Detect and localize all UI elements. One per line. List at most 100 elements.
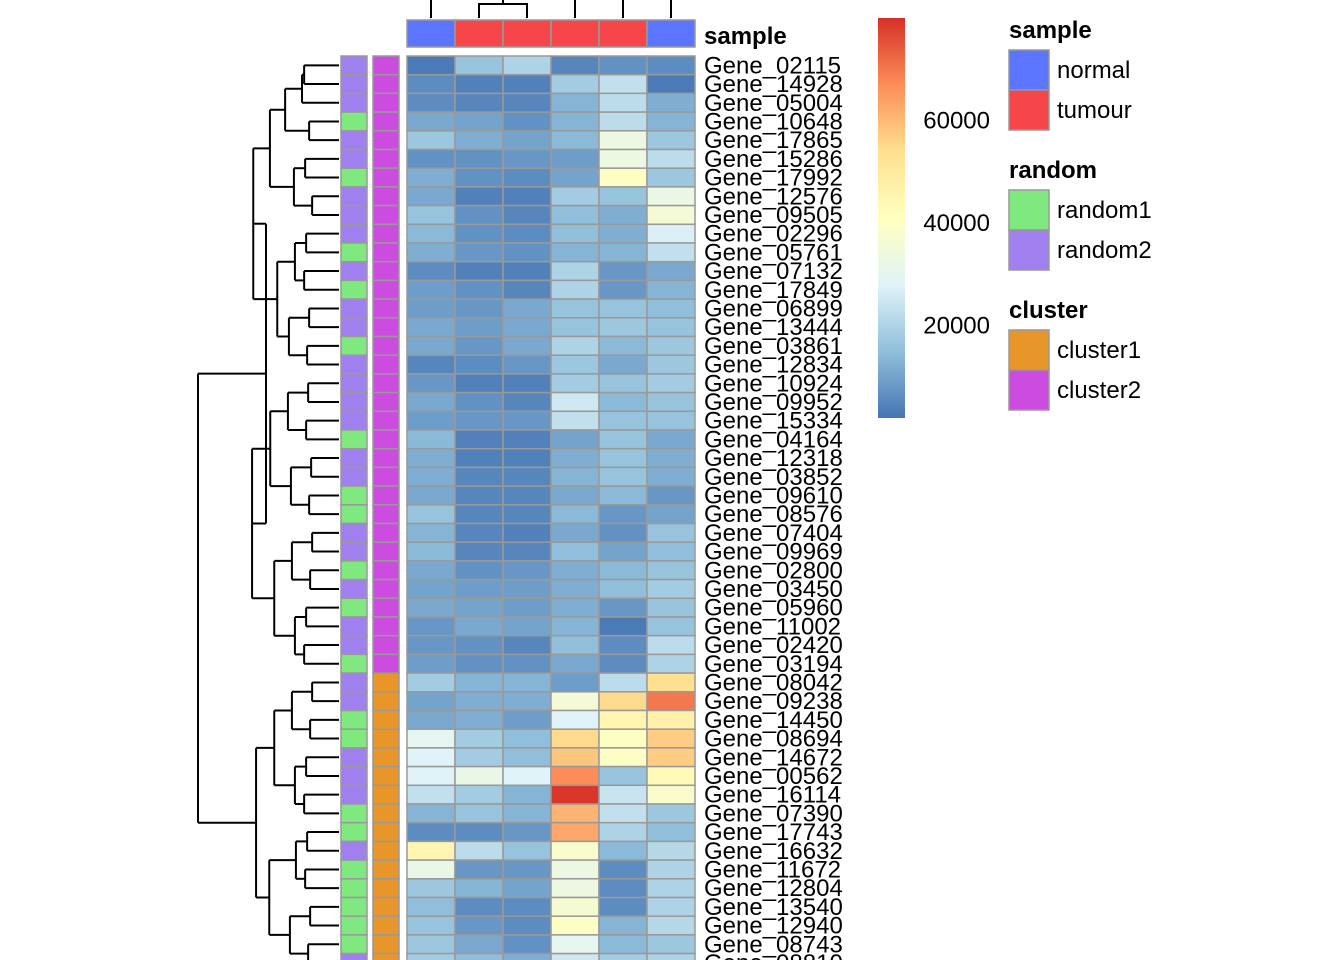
row-label: Gene_12940	[704, 913, 843, 940]
cluster-annotation-cell	[372, 522, 400, 543]
heatmap-cell	[646, 915, 696, 936]
heatmap-cell	[406, 55, 456, 76]
heatmap-cell	[598, 73, 648, 95]
heatmap-cell	[454, 653, 504, 674]
heatmap-cell	[406, 298, 456, 319]
cluster-annotation-cell	[372, 55, 400, 76]
random-annotation-cell	[340, 784, 368, 805]
legend-swatch	[1008, 229, 1050, 271]
heatmap-cell	[550, 55, 600, 76]
heatmap-cell	[646, 335, 696, 356]
heatmap-cell	[406, 691, 456, 712]
cluster-annotation-cell	[372, 616, 400, 637]
heatmap-cell	[550, 747, 600, 768]
random-annotation-cell	[340, 485, 368, 506]
random-annotation-cell	[340, 504, 368, 525]
heatmap-cell	[646, 878, 696, 899]
heatmap-cell	[406, 373, 456, 394]
heatmap-cell	[454, 92, 504, 113]
random-annotation-cell	[340, 429, 368, 450]
heatmap-cell	[646, 840, 696, 861]
row-label: Gene_16632	[704, 838, 843, 865]
heatmap-cell	[646, 765, 696, 787]
colorbar: 20000 40000 60000	[878, 18, 990, 418]
heatmap-cell	[646, 859, 696, 880]
heatmap-cell	[550, 92, 600, 113]
heatmap-cell	[406, 447, 456, 469]
random-annotation-cell	[340, 204, 368, 226]
heatmap-cell	[646, 616, 696, 637]
random-annotation-cell	[340, 447, 368, 469]
cluster-annotation-cell	[372, 896, 400, 917]
row-label: Gene_17865	[704, 127, 843, 154]
heatmap-cell	[598, 466, 648, 487]
heatmap-cell	[502, 878, 552, 899]
heatmap-cell	[550, 130, 600, 151]
random-annotation-cell	[340, 597, 368, 618]
heatmap-cell	[502, 335, 552, 356]
heatmap-cell	[406, 335, 456, 356]
heatmap-cell	[454, 73, 504, 95]
cluster-annotation-cell	[372, 728, 400, 749]
heatmap-cell	[598, 840, 648, 861]
heatmap-cell	[454, 373, 504, 394]
heatmap-cell	[646, 391, 696, 413]
heatmap-cell	[646, 728, 696, 749]
heatmap-cell	[454, 560, 504, 581]
heatmap-cell	[550, 410, 600, 431]
random-annotation-cell	[340, 335, 368, 356]
heatmap-cell	[406, 840, 456, 861]
heatmap-cell	[454, 335, 504, 356]
heatmap-cell	[550, 784, 600, 805]
heatmap-cell	[598, 709, 648, 730]
random-annotation-cell	[340, 616, 368, 637]
heatmap-cell	[646, 167, 696, 188]
heatmap-cell	[550, 298, 600, 319]
heatmap-cell	[454, 391, 504, 413]
cluster-annotation-cell	[372, 167, 400, 188]
heatmap-cell	[550, 373, 600, 394]
heatmap-cell	[598, 934, 648, 955]
legend: sample normal tumour random random1 random2 cl…	[1008, 17, 1152, 411]
heatmap-cell	[646, 504, 696, 525]
row-dendrogram	[197, 64, 339, 960]
heatmap-cell	[454, 765, 504, 787]
heatmap-cell	[502, 728, 552, 749]
heatmap-cell	[502, 204, 552, 226]
heatmap-cell	[646, 803, 696, 824]
row-label: Gene_09505	[704, 202, 843, 229]
heatmap-cell	[598, 223, 648, 244]
cluster-annotation-cell	[372, 878, 400, 899]
heatmap-cell	[646, 279, 696, 300]
cluster-annotation-cell	[372, 915, 400, 936]
row-label: Gene_08810	[704, 950, 843, 960]
heatmap-cell	[454, 279, 504, 300]
heatmap-cell	[502, 279, 552, 300]
heatmap-cell	[598, 204, 648, 226]
random-annotation-cell	[340, 410, 368, 431]
heatmap-cell	[454, 616, 504, 637]
legend-title: random	[1009, 157, 1097, 184]
heatmap-cell	[598, 803, 648, 824]
cluster-annotation-cell	[372, 260, 400, 282]
random-annotation-cell	[340, 223, 368, 244]
heatmap-cell	[598, 167, 648, 188]
heatmap-cell	[454, 952, 504, 960]
row-label: Gene_14672	[704, 744, 843, 771]
cluster-annotation-cell	[372, 504, 400, 525]
heatmap-cell	[646, 92, 696, 113]
heatmap-cell	[598, 915, 648, 936]
row-label: Gene_05761	[704, 239, 843, 266]
random-annotation-cell	[340, 279, 368, 300]
random-annotation-cell	[340, 73, 368, 95]
heatmap-cell	[646, 522, 696, 543]
heatmap-cell	[550, 335, 600, 356]
random-annotation-cell	[340, 541, 368, 562]
heatmap-cell	[646, 952, 696, 960]
heatmap-cell	[406, 522, 456, 543]
heatmap-cell	[646, 896, 696, 917]
sample-annotation-cell	[550, 19, 600, 48]
legend-title: sample	[1009, 17, 1092, 44]
heatmap-cell	[550, 204, 600, 226]
heatmap-cell	[646, 223, 696, 244]
